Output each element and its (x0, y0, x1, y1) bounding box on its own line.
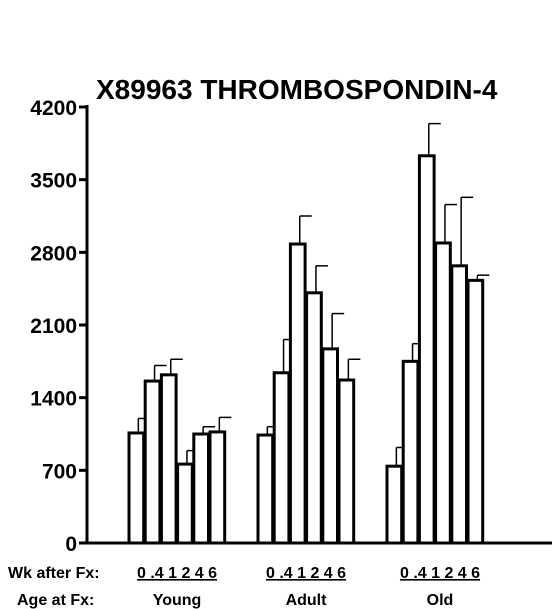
bar (143, 379, 162, 545)
bar (208, 430, 227, 545)
chart-title: X89963 THROMBOSPONDIN-4 (96, 74, 498, 105)
y-tick-label: 3500 (30, 170, 77, 193)
bar (288, 242, 307, 545)
bar (401, 359, 420, 545)
bar (450, 264, 468, 545)
bar (305, 291, 323, 545)
weeks-row-label: Wk after Fx: (8, 565, 100, 582)
age-group-label: Old (427, 592, 454, 609)
bar (192, 432, 211, 545)
y-tick-label: 0 (65, 533, 77, 556)
bar (272, 371, 291, 545)
bar (176, 462, 194, 545)
age-group-label: Adult (286, 592, 328, 609)
bar (385, 464, 404, 545)
bar (321, 347, 339, 545)
bar (256, 433, 275, 545)
bar-group-old (385, 122, 490, 545)
week-labels: 0 .4 1 2 4 6 (266, 565, 346, 582)
bar-group-adult (256, 215, 361, 545)
age-group-label: Young (153, 592, 202, 609)
bar-series (127, 122, 490, 545)
bar (466, 278, 485, 545)
bar (159, 373, 178, 545)
age-row-label: Age at Fx: (17, 592, 94, 609)
bar-group-young (127, 358, 232, 545)
group-labels: 0 .4 1 2 4 6 Young 0 .4 1 2 4 6 Adult 0 .4 1… (137, 565, 480, 609)
y-tick-label: 700 (42, 460, 77, 483)
y-tick-label: 4200 (30, 97, 77, 120)
bar (417, 154, 436, 545)
y-tick-label: 2100 (30, 315, 77, 338)
bar (434, 241, 452, 545)
bar (127, 431, 146, 545)
y-tick-label: 2800 (30, 242, 77, 265)
week-labels: 0 .4 1 2 4 6 (137, 565, 217, 582)
y-tick-label: 1400 (30, 388, 77, 411)
bar (337, 378, 356, 545)
y-axis: 0 700 1400 2100 2800 3500 4200 (30, 97, 89, 556)
week-labels: 0 .4 1 2 4 6 (400, 565, 480, 582)
